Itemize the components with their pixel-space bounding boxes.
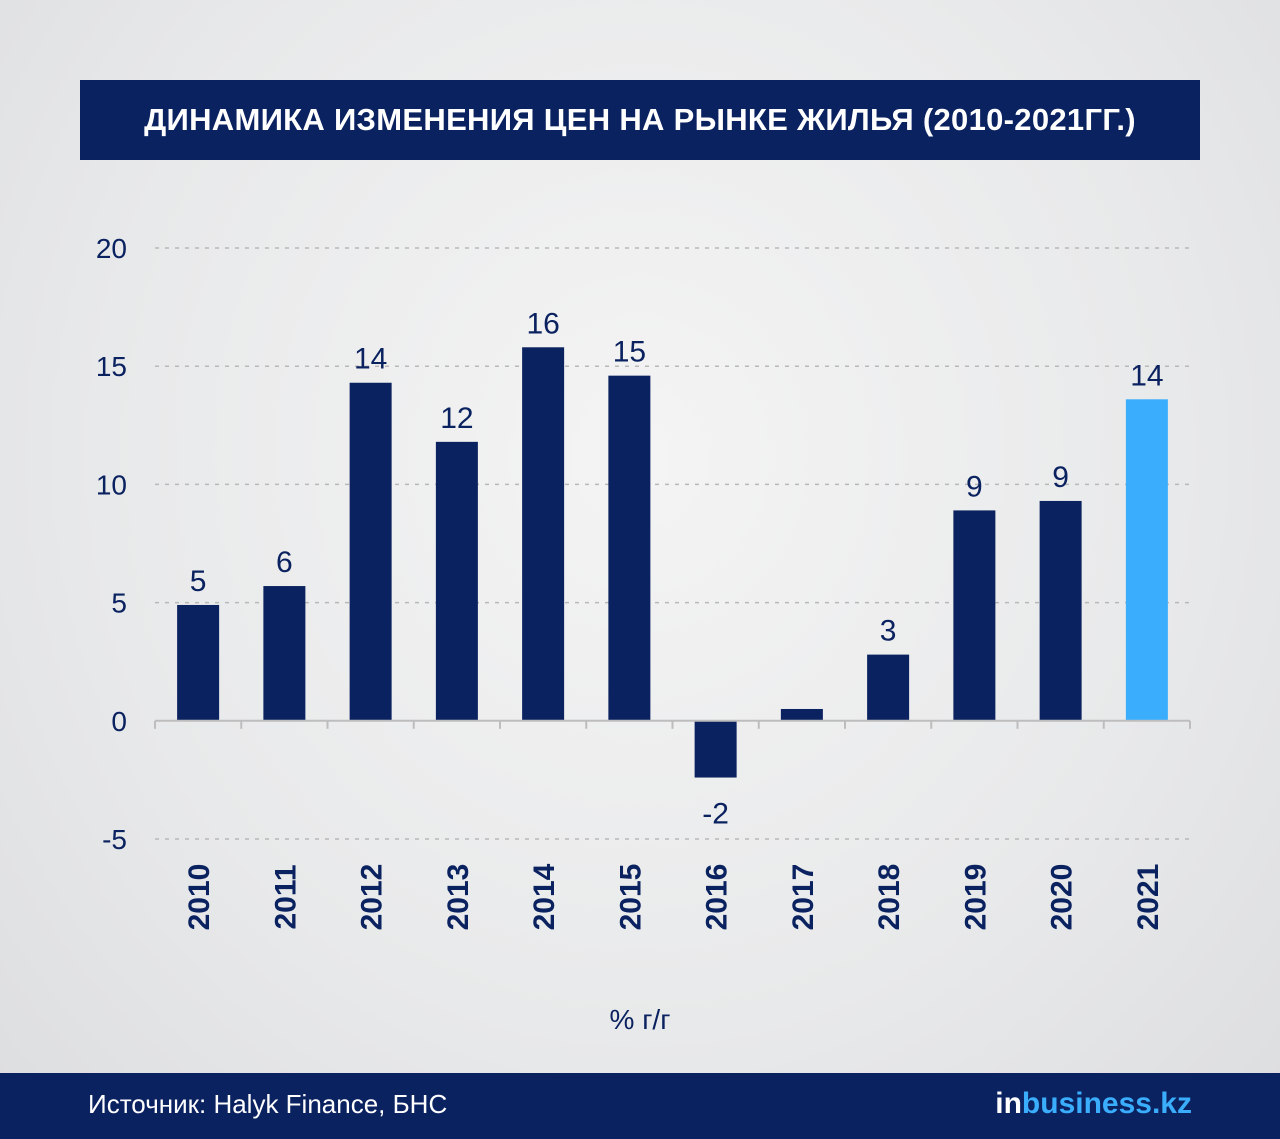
bar-chart: 20151050-5520106201114201212201316201415… [96,233,1191,931]
x-tick-label: 2012 [356,864,389,931]
data-label: 15 [613,336,646,369]
unit-label: % г/г [609,1004,671,1035]
data-label: 14 [1130,359,1163,392]
x-tick-label: 2017 [787,864,820,931]
bar [953,510,996,721]
data-label: 5 [190,565,207,598]
bar [435,441,478,721]
y-tick-label: 20 [96,233,127,264]
x-tick-label: 2018 [873,864,906,931]
y-tick-label: -5 [102,824,127,855]
x-tick-label: 2020 [1046,864,1079,931]
x-tick-label: 2015 [614,864,647,931]
logo-in: in [995,1087,1022,1120]
data-label: 9 [966,470,983,503]
data-label: 12 [440,402,473,435]
x-tick-label: 2019 [959,864,992,931]
data-label: 9 [1052,461,1069,494]
x-tick-label: 2021 [1132,864,1165,931]
footer-bar: Источник: Halyk Finance, БНС inbusiness.… [0,1073,1280,1139]
data-label: 16 [526,307,559,340]
x-tick-label: 2016 [701,864,734,931]
bar [177,604,220,721]
bar [1039,500,1082,721]
x-tick-label: 2011 [269,864,302,929]
bar [522,347,565,721]
y-tick-label: 5 [111,588,127,619]
bar [694,720,737,778]
x-tick-label: 2013 [442,864,475,931]
y-tick-label: 0 [111,706,127,737]
data-label: 3 [880,615,897,648]
bar [780,708,823,721]
chart-title: ДИНАМИКА ИЗМЕНЕНИЯ ЦЕН НА РЫНКЕ ЖИЛЬЯ (2… [80,80,1200,160]
bar [349,382,392,721]
logo-business: business.kz [1021,1087,1192,1120]
source-text: Источник: Halyk Finance, БНС [88,1089,448,1119]
bar [1125,399,1168,721]
x-tick-label: 2014 [528,863,561,930]
y-tick-label: 10 [96,469,127,500]
bar [263,586,306,721]
y-tick-label: 15 [96,351,127,382]
x-tick-label: 2010 [183,864,216,931]
data-label: 6 [276,546,293,579]
data-label: -2 [702,798,729,831]
data-label: 14 [354,343,387,376]
brand-logo[interactable]: inbusiness.kz [995,1087,1192,1121]
bar [608,375,651,721]
bar [867,654,910,721]
